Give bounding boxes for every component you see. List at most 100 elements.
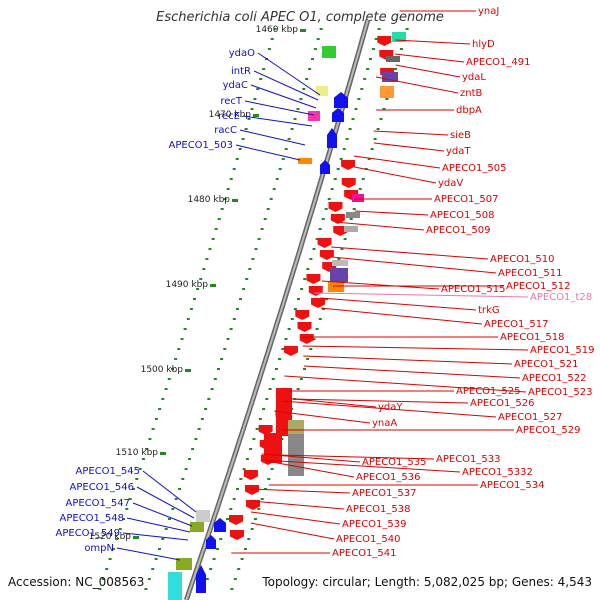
gene-label-APECO1_511: APECO1_511 <box>498 268 563 279</box>
gene-label-APECO1_507: APECO1_507 <box>434 194 499 205</box>
kbp-marker-tick <box>160 452 166 455</box>
track-tick <box>271 378 275 380</box>
gene-arrow-plus <box>283 346 298 356</box>
track-tick <box>141 458 145 460</box>
gene-arrow-minus <box>327 128 337 148</box>
track-tick <box>311 58 314 60</box>
track-tick <box>321 218 325 220</box>
kbp-marker-tick <box>210 284 216 287</box>
leader-line-right <box>250 522 335 540</box>
track-tick <box>161 398 165 400</box>
gene-box-minus <box>196 510 210 522</box>
gene-label-APECO1_534: APECO1_534 <box>480 480 545 491</box>
leader-line-right <box>250 500 345 510</box>
gene-box-minus <box>316 86 328 96</box>
track-tick <box>167 378 171 380</box>
track-tick <box>281 158 285 160</box>
track-tick <box>151 428 155 430</box>
kbp-marker-tick <box>253 114 259 117</box>
track-tick <box>303 368 306 370</box>
track-tick <box>247 118 251 120</box>
track-tick <box>318 228 322 230</box>
track-tick <box>369 58 372 60</box>
track-tick <box>239 478 243 480</box>
gene-box-plus <box>382 72 398 82</box>
leader-line-left <box>250 84 317 109</box>
gene-label-APECO1_535: APECO1_535 <box>362 457 427 468</box>
track-tick <box>229 328 233 330</box>
track-tick <box>342 148 346 150</box>
track-tick <box>242 468 246 470</box>
track-tick <box>278 358 282 360</box>
gene-arrow-plus <box>333 226 348 236</box>
leader-line-right <box>251 488 351 494</box>
track-tick <box>135 478 139 480</box>
gene-label-APECO1_505: APECO1_505 <box>442 163 507 174</box>
gene-label-APECO1_521: APECO1_521 <box>514 359 579 370</box>
gene-box-minus <box>308 111 320 121</box>
track-tick <box>108 558 112 560</box>
leader-line-right <box>284 375 527 393</box>
track-tick <box>183 328 187 330</box>
gene-box-plus <box>288 420 304 434</box>
gene-arrow-plus <box>243 470 258 480</box>
leader-line-right <box>320 307 483 325</box>
track-tick <box>216 548 219 550</box>
track-tick <box>273 28 277 30</box>
track-tick <box>194 438 198 440</box>
track-tick <box>202 268 206 270</box>
track-tick <box>370 148 374 150</box>
track-tick <box>258 418 262 420</box>
track-tick <box>361 178 365 180</box>
leader-line-right <box>354 210 429 216</box>
track-tick <box>235 158 239 160</box>
gene-label-APECO1_526: APECO1_526 <box>470 398 535 409</box>
track-tick <box>245 278 249 280</box>
gene-label-APECO1_523: APECO1_523 <box>528 387 593 398</box>
track-tick <box>306 268 310 270</box>
track-tick <box>197 428 201 430</box>
track-tick <box>174 358 178 360</box>
track-tick <box>232 318 236 320</box>
track-tick <box>275 178 279 180</box>
track-tick <box>248 268 252 270</box>
track-tick <box>236 488 239 490</box>
track-tick <box>212 558 216 560</box>
leader-line-left <box>253 70 319 101</box>
track-tick <box>405 28 409 30</box>
gene-box-plus <box>328 282 344 292</box>
track-tick <box>115 538 119 540</box>
leader-line-right <box>320 297 477 311</box>
gene-arrow-plus <box>311 298 326 308</box>
track-tick <box>262 408 266 410</box>
leader-line-right <box>331 246 489 260</box>
track-tick <box>230 588 234 590</box>
track-tick <box>128 498 132 500</box>
gene-arrow-plus <box>297 322 312 332</box>
track-tick <box>237 568 241 570</box>
leader-line-right <box>321 280 440 290</box>
leader-line-right <box>250 511 341 525</box>
track-tick <box>245 458 249 460</box>
track-tick <box>313 48 317 50</box>
track-tick <box>340 248 344 250</box>
gene-label-ydaC: ydaC <box>223 80 248 91</box>
track-tick <box>312 338 316 340</box>
track-tick <box>154 558 158 560</box>
track-tick <box>330 188 334 190</box>
gene-label-ynaJ: ynaJ <box>478 6 499 17</box>
track-tick <box>354 108 358 110</box>
gene-label-APECO1_517: APECO1_517 <box>484 319 549 330</box>
track-tick <box>309 348 313 350</box>
leader-line-right <box>373 142 445 152</box>
track-tick <box>196 288 200 290</box>
gene-box-plus <box>392 32 406 42</box>
track-tick <box>105 568 109 570</box>
track-tick <box>229 178 233 180</box>
track-tick <box>199 278 203 280</box>
gene-arrow-plus <box>258 425 273 435</box>
track-tick <box>325 298 328 300</box>
track-tick <box>101 578 105 580</box>
gene-label-APECO1_491: APECO1_491 <box>466 57 531 68</box>
gene-arrow-minus <box>206 535 216 549</box>
